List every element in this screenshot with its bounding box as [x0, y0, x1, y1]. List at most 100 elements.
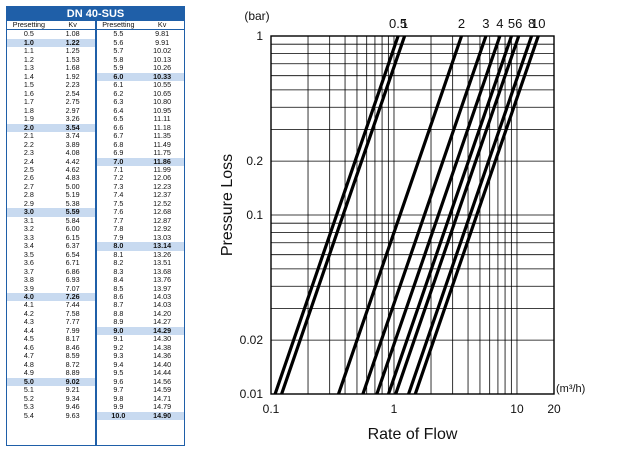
presetting-cell: 1.6: [23, 89, 34, 98]
presetting-cell: 8.8: [113, 309, 124, 318]
table-row: 5.9 10.26: [97, 64, 185, 72]
series-line-4: [375, 36, 502, 394]
presetting-cell: 9.2: [113, 343, 124, 352]
kv-cell: 13.26: [153, 250, 172, 259]
presetting-cell: 1.3: [23, 64, 34, 73]
table-row: 5.0 9.02: [7, 377, 95, 387]
table-row: 1.4 1.92: [7, 73, 95, 81]
kv-cell: 9.21: [65, 386, 80, 395]
series-line-5: [386, 36, 514, 394]
presetting-cell: 3.1: [23, 216, 34, 225]
series-label-5: 5: [508, 16, 515, 31]
table-row: 7.8 12.92: [97, 225, 185, 233]
kv-cell: 14.38: [153, 343, 172, 352]
table-row: 6.3 10.80: [97, 98, 185, 106]
presetting-cell: 4.3: [23, 318, 34, 327]
x-tick-label: 0.1: [263, 402, 280, 416]
presetting-cell: 9.4: [113, 360, 124, 369]
presetting-cell: 8.4: [113, 276, 124, 285]
kv-cell: 6.86: [65, 267, 80, 276]
header-presetting: Presetting: [102, 21, 135, 29]
kv-cell: 14.20: [153, 309, 172, 318]
presetting-cell: 5.0: [23, 377, 34, 386]
kv-cell: 1.25: [65, 47, 80, 56]
table-row: 5.6 9.91: [97, 39, 185, 47]
header-kv: Kv: [68, 21, 77, 29]
table-row: 6.8 11.49: [97, 141, 185, 149]
kv-cell: 10.55: [153, 81, 172, 90]
presetting-cell: 2.4: [23, 157, 34, 166]
kv-cell: 5.38: [65, 199, 80, 208]
table-row: 4.0 7.26: [7, 293, 95, 302]
presetting-cell: 5.8: [113, 55, 124, 64]
kv-cell: 6.93: [65, 276, 80, 285]
table-row: 6.0 10.33: [96, 72, 184, 82]
series-label-10: 10: [531, 16, 545, 31]
table-row: 9.9 14.79: [97, 403, 185, 411]
presetting-cell: 6.9: [113, 149, 124, 158]
kv-cell: 10.80: [153, 98, 172, 107]
kv-cell: 14.44: [153, 369, 172, 378]
x-tick-label: 1: [391, 402, 398, 416]
presetting-cell: 5.9: [113, 64, 124, 73]
kv-cell: 13.76: [153, 276, 172, 285]
table-row: 6.9 11.75: [97, 149, 185, 157]
table-row: 3.2 6.00: [7, 225, 95, 233]
table-row: 8.5 13.97: [97, 285, 185, 293]
table-row: 9.5 14.44: [97, 369, 185, 377]
presetting-cell: 7.4: [113, 191, 124, 200]
kv-cell: 1.53: [65, 55, 80, 64]
kv-cell: 10.13: [153, 55, 172, 64]
presetting-cell: 4.7: [23, 352, 34, 361]
kv-cell: 14.56: [153, 377, 172, 386]
header-presetting: Presetting: [12, 21, 46, 29]
kv-cell: 10.33: [153, 72, 172, 81]
kv-cell: 8.17: [65, 335, 80, 344]
table-row: 2.0 3.54: [7, 123, 95, 133]
table-row: 7.3 12.23: [97, 183, 185, 191]
presetting-cell: 8.9: [113, 318, 124, 327]
kv-cell: 12.68: [153, 208, 172, 217]
table-row: 8.8 14.20: [97, 310, 185, 318]
presetting-cell: 6.5: [113, 115, 124, 124]
kv-cell: 5.59: [65, 208, 80, 217]
presetting-cell: 5.5: [113, 30, 124, 39]
presetting-cell: 7.0: [113, 157, 124, 166]
series-line-3: [361, 36, 488, 394]
kv-cell: 6.37: [65, 242, 80, 251]
y-unit-label: (bar): [244, 9, 269, 23]
series-label-0.5: 0.5: [389, 16, 407, 31]
y-tick-label: 0.1: [246, 208, 263, 222]
presetting-cell: 5.3: [23, 403, 34, 412]
presetting-cell: 3.5: [23, 250, 34, 259]
kv-cell: 14.03: [153, 301, 172, 310]
kv-cell: 14.36: [153, 352, 172, 361]
series-line-2: [336, 36, 464, 394]
table-row: 0.5 1.08: [7, 30, 95, 38]
y-axis-title: Pressure Loss: [219, 154, 236, 256]
table-row: 3.1 5.84: [7, 217, 95, 225]
table-row: 2.8 5.19: [7, 191, 95, 199]
table-row: 3.9 7.07: [7, 285, 95, 293]
table-row: 2.3 4.08: [7, 149, 95, 157]
table-row: 1.8 2.97: [7, 107, 95, 115]
table-row: 6.6 11.18: [97, 124, 185, 132]
presetting-cell: 7.7: [113, 216, 124, 225]
table-row: 6.5 11.11: [97, 115, 185, 123]
table-row: 8.1 13.26: [97, 251, 185, 259]
plot-frame: [270, 35, 555, 395]
presetting-cell: 1.8: [23, 106, 34, 115]
presetting-cell: 8.0: [113, 242, 124, 251]
table-row: 5.8 10.13: [97, 56, 185, 64]
presetting-cell: 1.2: [23, 55, 34, 64]
table-row: 1.2 1.53: [7, 56, 95, 64]
table-row: 6.1 10.55: [97, 81, 185, 89]
x-axis-title: Rate of Flow: [368, 426, 458, 443]
y-tick-label: 0.2: [246, 154, 263, 168]
presetting-cell: 1.1: [23, 47, 34, 56]
presetting-cell: 8.5: [113, 284, 124, 293]
table-row: 1.6 2.54: [7, 90, 95, 98]
kv-cell: 9.91: [155, 38, 170, 47]
table-row: 5.7 10.02: [97, 47, 185, 55]
presetting-cell: 1.7: [23, 98, 34, 107]
